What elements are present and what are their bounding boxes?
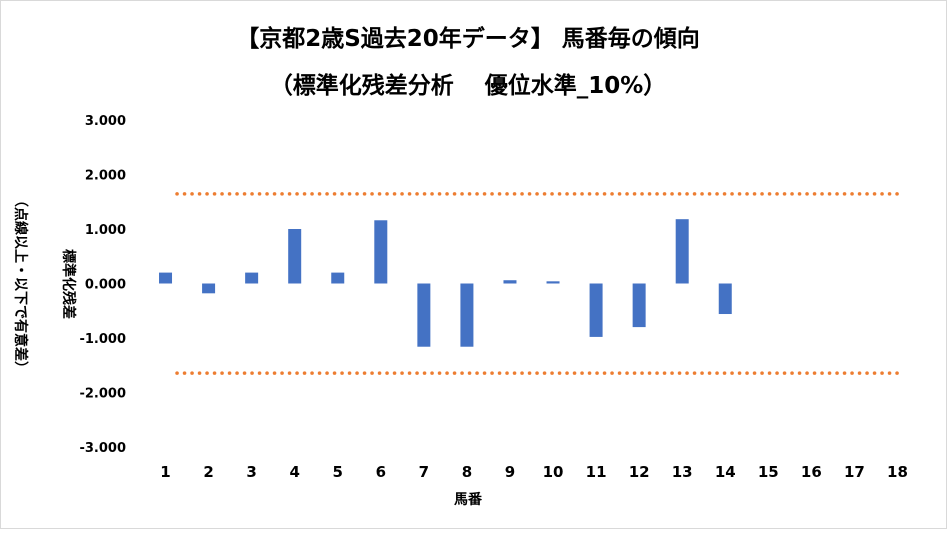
x-tick-label: 13 [672, 463, 693, 481]
y-tick-label: 1.000 [85, 223, 126, 238]
bar [675, 219, 689, 284]
x-tick-label: 15 [758, 463, 779, 481]
bar [589, 283, 603, 337]
x-tick-label: 2 [203, 463, 213, 481]
x-axis-label: 馬番 [454, 491, 483, 508]
bar [503, 280, 517, 284]
chart-title-line1: 【京都2歳S過去20年データ】 馬番毎の傾向 [236, 25, 700, 52]
x-tick-label: 14 [715, 463, 736, 481]
x-tick-label: 6 [376, 463, 386, 481]
bar-series [159, 219, 732, 347]
x-tick-label: 5 [333, 463, 343, 481]
y-tick-label: -2.000 [79, 387, 126, 402]
x-tick-label: 18 [887, 463, 908, 481]
y-tick-label: 3.000 [85, 114, 126, 129]
x-tick-label: 4 [289, 463, 299, 481]
x-tick-label: 17 [844, 463, 865, 481]
x-tick-labels: 1 2 3 4 5 6 7 8 9 10 11 12 13 14 15 16 17 18 [160, 463, 908, 481]
x-tick-label: 9 [505, 463, 515, 481]
x-tick-label: 1 [160, 463, 170, 481]
bar [159, 272, 173, 284]
x-tick-label: 7 [419, 463, 429, 481]
bar [202, 283, 216, 294]
y-tick-label: -3.000 [79, 441, 126, 456]
x-tick-label: 3 [246, 463, 256, 481]
bar [417, 283, 431, 347]
bar [718, 283, 732, 315]
y-axis-note: （点線以上・以下で有意差） [12, 193, 29, 375]
x-tick-label: 11 [586, 463, 607, 481]
x-tick-label: 8 [462, 463, 472, 481]
y-tick-label: 2.000 [85, 169, 126, 184]
bar [288, 229, 302, 284]
y-axis-label: 標準化残差 [60, 249, 77, 319]
chart-title-line2: （標準化残差分析 優位水準_10%） [270, 72, 667, 99]
bar [374, 220, 388, 284]
threshold-lines [175, 192, 903, 375]
x-tick-label: 12 [629, 463, 650, 481]
bar [546, 281, 560, 284]
bar [331, 272, 345, 284]
x-tick-label: 10 [543, 463, 564, 481]
bar [245, 272, 259, 284]
y-tick-label: -1.000 [79, 332, 126, 347]
bar [632, 283, 646, 328]
y-tick-label: 0.000 [85, 278, 126, 293]
bar [460, 283, 474, 347]
y-tick-labels: 3.000 2.000 1.000 0.000 -1.000 -2.000 -3.000 [79, 114, 126, 456]
x-tick-label: 16 [801, 463, 822, 481]
